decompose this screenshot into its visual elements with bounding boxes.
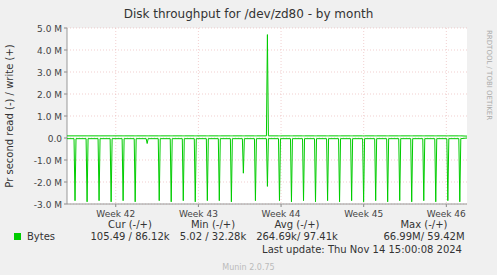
series-line <box>67 35 467 137</box>
last-update: Last update: Thu Nov 14 15:00:08 2024 <box>262 244 462 255</box>
y-tick-label: 2.0 M <box>37 90 62 100</box>
grid-line <box>446 28 447 204</box>
y-axis <box>67 28 68 204</box>
grid-line <box>67 28 467 29</box>
stats-header: Cur (-/+) <box>108 219 152 230</box>
title: Disk throughput for /dev/zd80 - by month <box>124 7 374 21</box>
y-axis-label: Pr second read (-) / write (+) <box>4 44 15 187</box>
plot-area <box>67 28 467 204</box>
grid-line <box>67 204 467 205</box>
y-tick-label: 1.0 M <box>37 112 62 122</box>
stats-value: 5.02 / 32.28k <box>180 231 247 242</box>
stats-value: 66.99M/ 59.42M <box>383 231 464 242</box>
y-tick-label: -3.0 M <box>34 200 62 210</box>
series-group <box>67 35 467 202</box>
x-axis <box>67 204 467 205</box>
stats-value: 105.49 / 86.12k <box>90 231 169 242</box>
grid-line <box>281 28 282 204</box>
stats-header: Max (-/+) <box>400 219 447 230</box>
series-line <box>67 138 467 202</box>
y-tick-label: 5.0 M <box>37 24 62 34</box>
stats-header: Avg (-/+) <box>275 219 320 230</box>
grid-line <box>198 28 199 204</box>
footer: Munin 2.0.75 <box>222 263 274 272</box>
chart: Disk throughput for /dev/zd80 - by month… <box>0 0 497 275</box>
stats-value: 264.69k/ 97.41k <box>256 231 338 242</box>
x-tick-label: Week 46 <box>427 209 466 219</box>
x-tick-label: Week 43 <box>179 209 218 219</box>
x-tick-label: Week 45 <box>344 209 383 219</box>
legend-label: Bytes <box>27 231 55 242</box>
y-tick-label: -2.0 M <box>34 178 62 188</box>
y-tick-label: 0.0 <box>48 134 63 144</box>
x-tick-label: Week 42 <box>96 209 135 219</box>
grid-line <box>115 28 116 204</box>
y-tick-label: 3.0 M <box>37 68 62 78</box>
stats-header: Min (-/+) <box>191 219 235 230</box>
x-tick-label: Week 44 <box>262 209 301 219</box>
background <box>0 0 497 275</box>
watermark: RRDTOOL / TOBI OETIKER <box>485 30 493 120</box>
legend-swatch <box>14 233 21 240</box>
y-tick-label: 4.0 M <box>37 46 62 56</box>
y-tick-label: -1.0 M <box>34 156 62 166</box>
